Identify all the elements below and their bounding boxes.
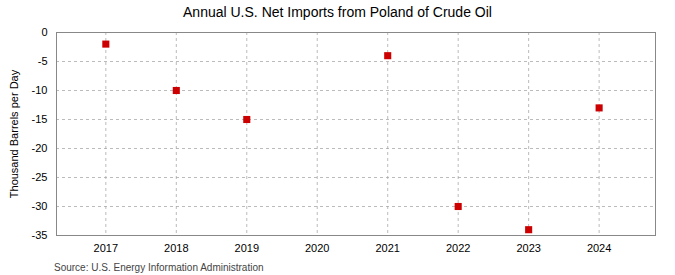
svg-text:2018: 2018	[164, 242, 188, 254]
svg-text:-25: -25	[32, 171, 48, 183]
html-text:Annual U.S. Net Imports from P: Annual U.S. Net Imports from Poland of C…	[183, 4, 492, 20]
svg-text:-15: -15	[32, 113, 48, 125]
svg-text:2020: 2020	[305, 242, 329, 254]
svg-text:2023: 2023	[516, 242, 540, 254]
svg-text:2019: 2019	[235, 242, 259, 254]
svg-text:2024: 2024	[587, 242, 611, 254]
svg-text:2017: 2017	[94, 242, 118, 254]
svg-text:-35: -35	[32, 229, 48, 241]
svg-text:-20: -20	[32, 142, 48, 154]
svg-text:2021: 2021	[375, 242, 399, 254]
svg-text:2022: 2022	[446, 242, 470, 254]
svg-text:-30: -30	[32, 200, 48, 212]
svg-text:0: 0	[41, 26, 47, 38]
svg-text:Thousand Barrels per Day: Thousand Barrels per Day	[8, 69, 20, 198]
svg-text:-5: -5	[38, 55, 48, 67]
svg-text:-10: -10	[32, 84, 48, 96]
html-text:Source: U.S. Energy Informatio: Source: U.S. Energy Information Administ…	[54, 262, 264, 273]
